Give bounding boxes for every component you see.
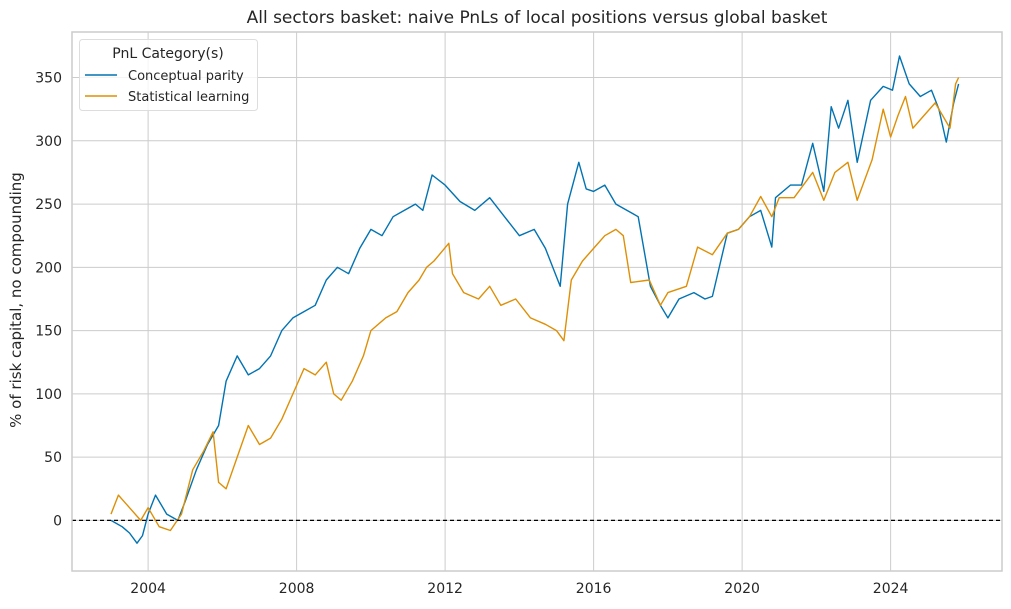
y-tick-label: 200 — [35, 260, 62, 276]
plot-area — [72, 55, 1002, 544]
y-axis-label: % of risk capital, no compounding — [7, 172, 25, 428]
legend: PnL Category(s) Conceptual parity Statis… — [79, 39, 258, 111]
tick-labels: 0 50 100 150 200 250 300 350 2004 2008 2012 2016 202… — [35, 71, 908, 597]
series-line-statistical-learning — [110, 77, 960, 532]
plot-frame — [71, 31, 1003, 572]
legend-box — [79, 39, 258, 111]
x-tick-label: 2012 — [427, 581, 463, 597]
chart-title: All sectors basket: naive PnLs of local … — [247, 8, 828, 28]
x-tick-label: 2004 — [130, 581, 166, 597]
y-tick-label: 300 — [35, 134, 62, 150]
legend-title: PnL Category(s) — [112, 46, 224, 62]
y-tick-label: 50 — [44, 450, 62, 466]
x-tick-label: 2020 — [724, 581, 760, 597]
y-tick-label: 250 — [35, 197, 62, 213]
legend-label-statistical-learning: Statistical learning — [128, 90, 249, 105]
y-tick-label: 0 — [53, 513, 62, 529]
series-line-conceptual-parity — [110, 55, 960, 544]
x-tick-label: 2016 — [576, 581, 612, 597]
legend-label-conceptual-parity: Conceptual parity — [128, 69, 244, 84]
gridlines — [72, 32, 1002, 571]
x-tick-label: 2024 — [873, 581, 909, 597]
y-tick-label: 150 — [35, 324, 62, 340]
y-tick-label: 100 — [35, 387, 62, 403]
y-tick-label: 350 — [35, 71, 62, 87]
x-tick-label: 2008 — [279, 581, 315, 597]
